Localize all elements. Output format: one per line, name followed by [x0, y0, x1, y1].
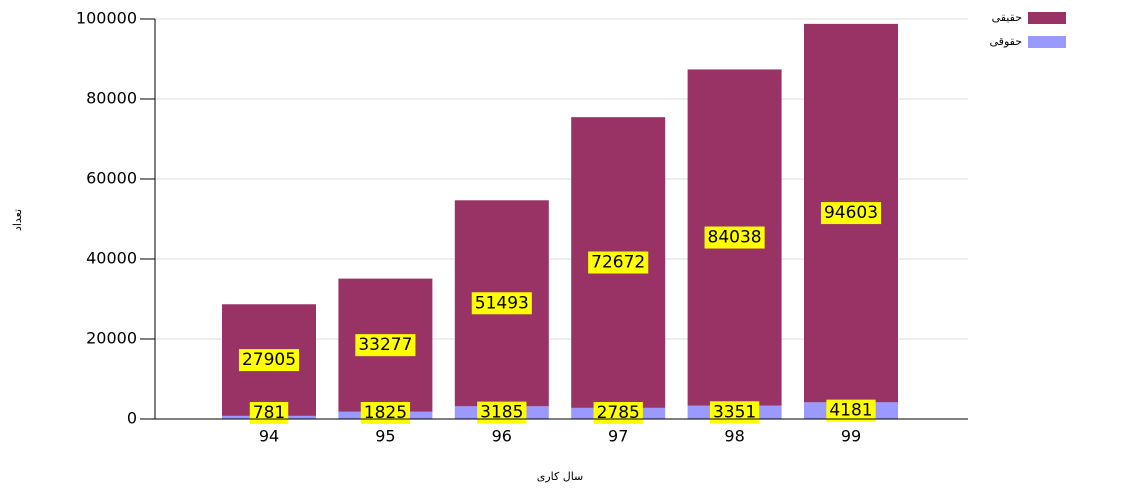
- legend-swatch: [1028, 36, 1066, 48]
- data-label-box: [355, 334, 416, 357]
- data-label: 51493: [475, 293, 529, 313]
- data-label: 1825: [364, 403, 407, 423]
- y-tick-label: 100000: [76, 9, 137, 28]
- data-label-box: [826, 399, 876, 422]
- x-tick-label: 99: [841, 427, 861, 446]
- data-label: 2785: [597, 403, 640, 423]
- x-tick-label: 95: [375, 427, 395, 446]
- data-label-box: [477, 401, 527, 424]
- data-label-box: [471, 292, 532, 315]
- y-tick-label: 60000: [86, 169, 137, 188]
- x-tick-label: 98: [724, 427, 744, 446]
- data-label: 84038: [708, 228, 762, 248]
- data-label: 4181: [829, 401, 872, 421]
- data-label: 94603: [824, 203, 878, 223]
- y-tick-label: 0: [127, 409, 137, 428]
- data-label-box: [704, 226, 765, 249]
- legend-swatch: [1028, 12, 1066, 24]
- legend-label: حقیقی: [992, 11, 1022, 24]
- data-label-box: [588, 251, 649, 274]
- data-label: 33277: [358, 335, 412, 355]
- data-label-box: [238, 349, 300, 372]
- data-label: 27905: [242, 350, 296, 370]
- data-label: 3351: [713, 402, 756, 422]
- x-tick-label: 96: [492, 427, 512, 446]
- x-axis-title: سال کاری: [537, 470, 584, 483]
- legend-label: حقوقی: [990, 35, 1022, 48]
- x-tick-label: 97: [608, 427, 628, 446]
- y-axis-title: تعداد: [11, 209, 24, 231]
- data-label: 72672: [591, 253, 645, 273]
- data-label-box: [820, 202, 882, 225]
- data-label: 781: [253, 403, 285, 423]
- y-tick-label: 20000: [86, 329, 137, 348]
- y-tick-label: 40000: [86, 249, 137, 268]
- data-label: 3185: [480, 403, 523, 423]
- y-tick-label: 80000: [86, 89, 137, 108]
- data-label-box: [709, 401, 760, 424]
- x-tick-label: 94: [259, 427, 279, 446]
